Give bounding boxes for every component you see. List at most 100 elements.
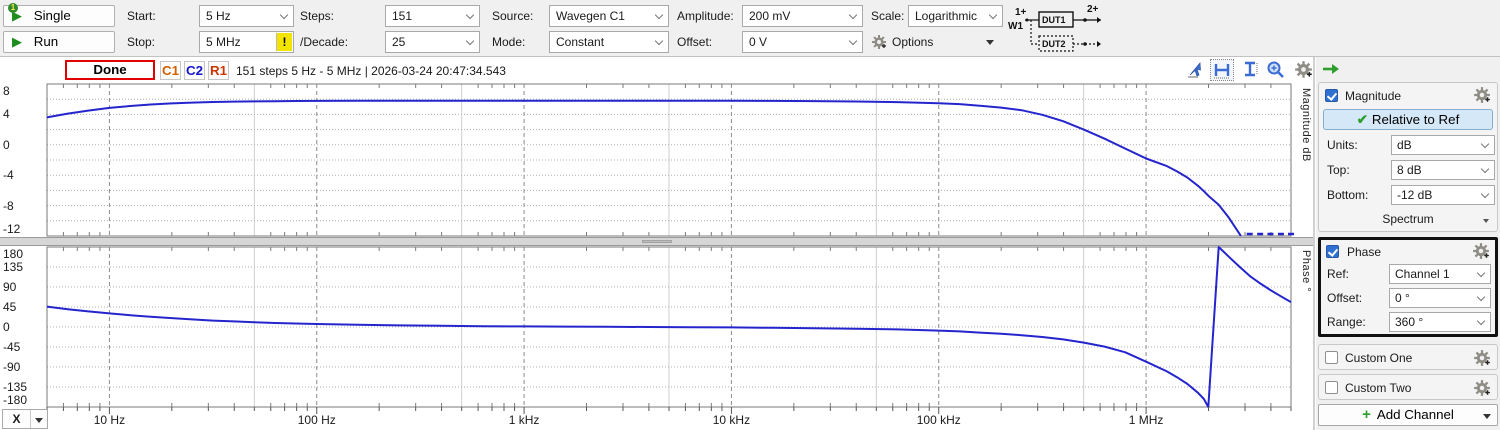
magnitude-ytick-label: -4 (3, 168, 14, 183)
phase-ytick-label: 135 (3, 260, 24, 274)
wiring-probe1-label: 1+ (1015, 7, 1027, 18)
gear-icon[interactable] (1470, 242, 1492, 260)
chevron-down-icon (1480, 189, 1490, 199)
frequency-tick-label: 100 kHz (916, 413, 961, 427)
source-combo[interactable]: Wavegen C1 (549, 5, 669, 27)
channel-c1-button[interactable]: C1 (160, 61, 181, 80)
source-label: Source: (492, 9, 534, 23)
amplitude-combo[interactable]: 200 mV (742, 5, 863, 27)
run-icon: ▶ (12, 34, 22, 49)
chevron-down-icon (848, 10, 858, 20)
done-status-button[interactable]: Done (65, 60, 155, 80)
single-button[interactable]: 1 ▶ Single (3, 3, 115, 27)
phase-axis-title: Phase ° (1300, 250, 1312, 293)
splitter-grip (641, 240, 672, 243)
run-button[interactable]: ▶ Run (3, 31, 115, 53)
plot-splitter-handle[interactable] (0, 237, 1313, 246)
mode-label: Mode: (492, 35, 526, 49)
phase-ytick-label: 45 (3, 300, 17, 314)
horizontal-cursor-icon (1214, 64, 1230, 79)
mode-combo[interactable]: Constant (549, 31, 669, 53)
phase-section-title: Phase (1347, 245, 1382, 259)
gear-icon (1294, 60, 1313, 79)
custom-one-checkbox[interactable] (1325, 351, 1338, 364)
magnitude-ytick-label: 4 (3, 107, 10, 122)
phase-checkbox[interactable] (1326, 245, 1339, 258)
green-arrow-icon[interactable] (1322, 63, 1342, 75)
add-channel-button[interactable]: + Add Channel (1318, 404, 1498, 426)
run-button-label: Run (33, 34, 59, 49)
x-axis-button-label: X (3, 410, 31, 428)
start-label: Start: (127, 9, 156, 23)
plus-icon: + (1362, 406, 1371, 423)
custom-one-label: Custom One (1345, 351, 1413, 365)
relative-to-ref-button[interactable]: ✔ Relative to Ref (1323, 109, 1493, 130)
options-button[interactable]: Options (871, 31, 996, 53)
magnitude-ytick-label: -8 (3, 198, 14, 213)
phase-ytick-label: -135 (3, 380, 28, 394)
magnitude-section-title: Magnitude (1345, 89, 1402, 103)
units-combo[interactable]: dB (1391, 135, 1495, 155)
gear-icon[interactable] (1471, 86, 1493, 104)
custom-two-checkbox[interactable] (1325, 381, 1338, 394)
scale-label: Scale: (871, 9, 905, 23)
chevron-down-icon (1476, 292, 1486, 302)
chevron-down-icon (988, 10, 998, 20)
frequency-tick-label: 1 kHz (508, 413, 540, 427)
custom-two-label: Custom Two (1345, 381, 1412, 395)
phase-section: Phase Ref: Channel 1 Offset: 0 ° Range: … (1318, 237, 1498, 337)
ref-combo[interactable]: Channel 1 (1389, 264, 1491, 284)
magnitude-section: Magnitude ✔ Relative to Ref Units: dB Top… (1318, 82, 1498, 232)
custom-one-section: Custom One (1318, 344, 1498, 370)
channel-r1-button[interactable]: R1 (208, 61, 229, 80)
ref-label: Ref: (1327, 267, 1350, 281)
plot-settings-button[interactable] (1291, 59, 1315, 81)
vertical-cursor-tool-button[interactable] (1238, 59, 1262, 81)
bottom-label: Bottom: (1327, 188, 1369, 202)
magnitude-axis-title: Magnitude dB (1300, 88, 1312, 162)
start-combo[interactable]: 5 Hz (199, 5, 294, 27)
phase-offset-combo[interactable]: 0 ° (1389, 288, 1491, 308)
chevron-down-icon (848, 36, 858, 46)
frequency-tick-label: 10 kHz (712, 413, 751, 427)
offset-combo[interactable]: 0 V (742, 31, 863, 53)
wiring-diagram: 1+ W1 DUT1 2+ DUT2 (1008, 4, 1101, 52)
frequency-tick-label: 1 MHz (1128, 413, 1164, 427)
dropdown-arrow-icon (986, 40, 994, 45)
bottom-combo[interactable]: -12 dB (1391, 185, 1495, 205)
check-icon: ✔ (1356, 112, 1368, 127)
bode-plot-canvas[interactable] (0, 0, 1313, 430)
channels-panel: Magnitude ✔ Relative to Ref Units: dB Top… (1316, 57, 1500, 430)
phase-ytick-label: 180 (3, 247, 24, 261)
steps-combo[interactable]: 151 (385, 5, 480, 27)
pointer-icon (1188, 62, 1201, 78)
chevron-down-icon (1480, 139, 1490, 149)
x-axis-menu-button[interactable]: X (2, 409, 48, 429)
stop-combo[interactable]: 5 MHz ! (199, 31, 294, 53)
magnitude-checkbox[interactable] (1325, 89, 1338, 102)
pointer-tool-button[interactable] (1184, 59, 1208, 81)
chevron-down-icon (1480, 164, 1490, 174)
zoom-tool-button[interactable] (1264, 59, 1288, 81)
expander-arrow-icon (1483, 219, 1489, 223)
gear-icon[interactable] (1471, 349, 1493, 367)
warning-icon[interactable]: ! (276, 33, 292, 51)
horizontal-cursor-tool-button[interactable] (1210, 59, 1234, 81)
top-combo[interactable]: 8 dB (1391, 160, 1495, 180)
amplitude-label: Amplitude: (677, 9, 734, 23)
gear-icon[interactable] (1471, 379, 1493, 397)
phase-offset-label: Offset: (1327, 291, 1363, 305)
per-decade-combo[interactable]: 25 (385, 31, 480, 53)
phase-ytick-label: -45 (3, 340, 21, 354)
phase-ytick-label: -180 (3, 393, 28, 407)
chevron-down-icon (465, 10, 475, 20)
options-label: Options (892, 35, 934, 49)
scale-combo[interactable]: Logarithmic (908, 5, 1003, 27)
spectrum-expander[interactable]: Spectrum (1323, 210, 1493, 228)
frequency-tick-label: 100 Hz (297, 413, 336, 427)
channel-c2-button[interactable]: C2 (184, 61, 205, 80)
range-combo[interactable]: 360 ° (1389, 312, 1491, 332)
phase-ytick-label: 0 (3, 320, 10, 334)
magnitude-ytick-label: 0 (3, 137, 10, 152)
